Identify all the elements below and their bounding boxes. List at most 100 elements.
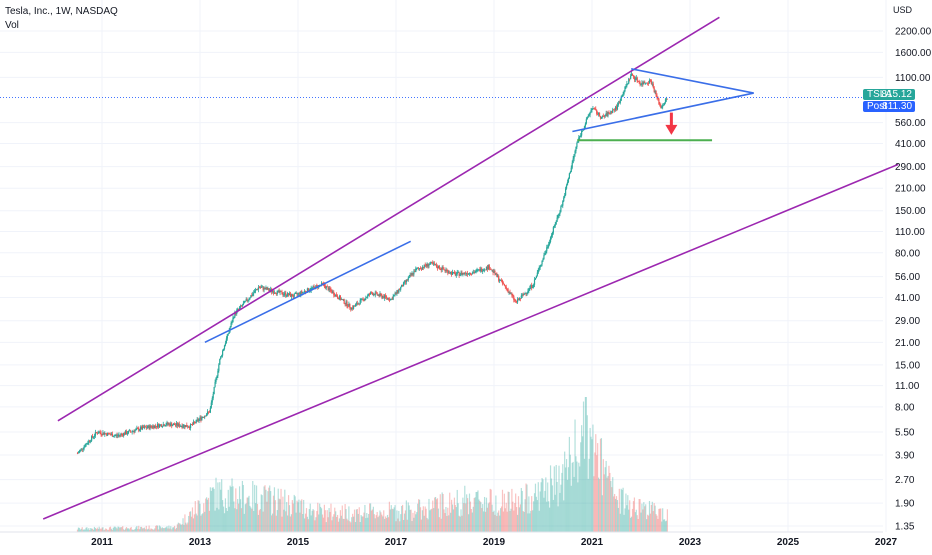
volume-bar [630, 516, 633, 532]
volume-bar [314, 520, 316, 532]
volume-bar [369, 503, 372, 532]
volume-bar [331, 520, 333, 532]
volume-bar [377, 517, 379, 532]
volume-bar [420, 519, 423, 532]
candle-body [232, 317, 234, 323]
candle-body [345, 301, 347, 304]
volume-bar [229, 485, 231, 532]
candle-body [390, 298, 392, 300]
volume-bar [335, 511, 337, 532]
candle-body [525, 293, 527, 294]
trendline [204, 240, 412, 344]
candle-body [192, 421, 195, 425]
candle-body [621, 96, 623, 98]
candle-body [225, 338, 227, 344]
volume-bar [536, 500, 538, 532]
volume-bar [655, 514, 657, 532]
volume-bar [116, 528, 118, 532]
candle-body [606, 113, 608, 116]
volume-bar [589, 427, 591, 532]
candle-body [432, 262, 434, 265]
candle-body [273, 292, 276, 294]
candle-body [268, 288, 270, 291]
volume-bar [171, 529, 173, 532]
candle-body [324, 285, 326, 289]
volume-bar [562, 464, 564, 532]
candle-body [372, 294, 374, 295]
candle-body [245, 299, 247, 301]
volume-bar [222, 506, 225, 532]
candle-body [658, 98, 660, 105]
volume-bar [83, 529, 85, 532]
candle-body [516, 299, 519, 303]
volume-bar [351, 517, 353, 532]
volume-bar [481, 508, 483, 532]
candle-body [209, 407, 211, 413]
volume-bar [177, 522, 179, 532]
volume-bar [251, 508, 253, 532]
y-tick-label: 21.00 [895, 338, 920, 349]
volume-bar [529, 513, 531, 532]
candle-body [581, 130, 583, 136]
volume-bar [214, 510, 216, 532]
candle-body [520, 295, 522, 299]
candle-body [376, 292, 378, 295]
candle-body [172, 425, 174, 427]
candle-body [293, 293, 295, 297]
volume-bar [568, 436, 570, 532]
volume-bar [332, 516, 334, 532]
candle-body [169, 423, 171, 426]
candle-body [105, 433, 107, 435]
candle-body [418, 268, 421, 270]
candle-body [291, 294, 293, 297]
volume-bar [551, 485, 554, 532]
candle-body [565, 185, 568, 189]
volume-bar [163, 528, 165, 532]
volume-bar [285, 511, 287, 532]
volume-bar [531, 496, 533, 532]
volume-bar [338, 518, 341, 532]
volume-bar [552, 499, 554, 532]
candle-body [664, 99, 667, 103]
candle-body [430, 261, 432, 264]
candle-body [450, 271, 453, 275]
candle-body [396, 290, 398, 294]
candle-body [477, 269, 479, 271]
candle-body [542, 259, 544, 261]
candle-body [540, 264, 542, 267]
candle-body [147, 425, 149, 428]
y-tick-label: 29.00 [895, 316, 920, 327]
volume-bar [187, 522, 189, 532]
candle-body [313, 286, 315, 288]
volume-bar [365, 518, 367, 532]
y-tick-label: 110.00 [895, 227, 925, 238]
candle-body [184, 425, 186, 428]
candle-body [444, 269, 446, 271]
candle-body [180, 425, 182, 427]
candle-body [203, 417, 205, 418]
candle-body [515, 300, 517, 302]
candle-body [601, 116, 603, 118]
candle-body [91, 436, 93, 441]
candle-body [521, 294, 523, 296]
volume-bar [320, 508, 323, 532]
volume-bar [392, 509, 394, 532]
candle-body [548, 241, 551, 245]
candle-body [295, 293, 297, 294]
volume-bar [563, 500, 565, 532]
candle-body [459, 274, 461, 276]
volume-bar [248, 495, 250, 532]
candle-body [471, 273, 473, 275]
candle-body [178, 423, 180, 427]
candle-body [561, 205, 563, 207]
volume-bar [496, 515, 498, 532]
volume-bar [436, 498, 439, 532]
candle-body [617, 102, 619, 105]
volume-bar [504, 508, 506, 532]
volume-bar [553, 466, 555, 532]
candle-body [239, 305, 242, 308]
candle-body [247, 299, 249, 301]
candle-body [216, 375, 218, 378]
